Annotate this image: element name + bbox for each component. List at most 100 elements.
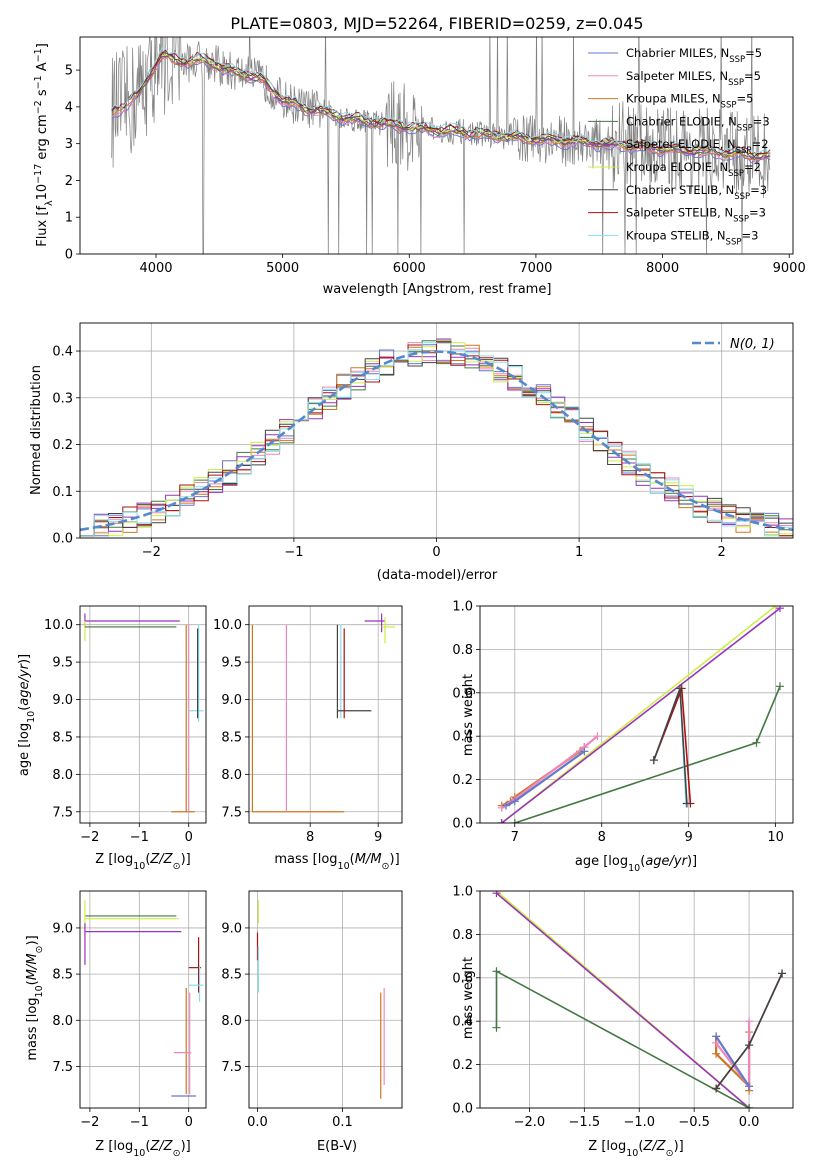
panel-spectrum: 4000 5000 6000 7000 8000 9000 0 1 2 3 4 5: [65, 36, 806, 276]
y-tick-label: 0.3: [52, 391, 73, 406]
x-tick-label: 0: [185, 1115, 193, 1130]
grid: [480, 890, 793, 1109]
weight-line-salpeter_miles: [715, 1021, 751, 1090]
x-tick-label: 8: [306, 830, 314, 845]
x-tick-label: 7000: [519, 261, 552, 276]
grid: [80, 606, 206, 823]
weight-line-salpeter_elodie: [501, 607, 781, 823]
y-tick-label: 8.5: [221, 968, 242, 983]
plot-area: [251, 613, 396, 813]
y-tick-label: 3: [65, 137, 73, 152]
y-tick-label: 0.4: [452, 730, 473, 745]
panel-residuals: −2 −1 0 1 2 0.0 0.1 0.2 0.3 0.4: [52, 322, 794, 560]
y-axis-label-residuals: Normed distribution: [29, 365, 44, 495]
y-tick-label: 0.1: [52, 485, 73, 500]
weight-line-chabrier_elodie: [495, 969, 750, 1108]
y-tick-label: 0.4: [452, 1015, 473, 1030]
x-tick-label: 6000: [393, 261, 426, 276]
y-axis-label-weight-Z: mass weight: [461, 957, 476, 1039]
x-tick-label: −1: [130, 1115, 149, 1130]
x-axis-label-ebv: E(B-V): [317, 1139, 357, 1154]
x-tick-label: 5000: [266, 261, 299, 276]
weight-marker-chabrier_stelib: [682, 799, 691, 808]
model-line-salpeter_miles: [111, 56, 771, 163]
figure-title: PLATE=0803, MJD=52264, FIBERID=0259, z=0…: [230, 14, 643, 33]
normal-curve: [80, 350, 793, 532]
y-tick-label: 10.0: [213, 618, 242, 633]
legend-label-chabrier_miles: Chabrier MILES, NSSP=5: [626, 46, 762, 65]
histogram-salpeter_stelib: [80, 341, 793, 537]
grid: [80, 891, 206, 1108]
x-axis-label-age-vs-Z: Z [log10(Z/Z⊙)]: [95, 852, 190, 872]
y-tick-label: 0.2: [52, 438, 73, 453]
x-axis-label-weight-Z: Z [log10(Z/Z⊙)]: [588, 1139, 683, 1159]
axes-frame: [79, 322, 794, 539]
x-tick-label: 0.1: [332, 1115, 353, 1130]
weight-line-salpeter_elodie: [495, 892, 750, 1108]
x-tick-label: −2: [142, 545, 161, 560]
model-line-kroupa_stelib: [111, 47, 771, 155]
legend-label-salpeter_stelib: Salpeter STELIB, NSSP=3: [626, 206, 766, 225]
y-tick-label: 0.0: [52, 532, 73, 547]
x-axis-label-residuals: (data-model)/error: [377, 568, 498, 583]
legend-label-chabrier_stelib: Chabrier STELIB, NSSP=3: [626, 183, 767, 202]
weight-marker-chabrier_elodie: [775, 682, 784, 691]
x-tick-label: 0.0: [247, 1115, 268, 1130]
y-tick-label: 8.0: [221, 768, 242, 783]
weight-marker-salpeter_elodie: [497, 819, 506, 823]
x-axis-label-age-vs-mass: mass [log10(M/M⊙)]: [274, 852, 399, 872]
axes-frame: [79, 36, 794, 255]
x-tick-label: −1.0: [623, 1115, 655, 1130]
y-tick-label: 0: [65, 248, 73, 263]
x-tick-label: −0.5: [678, 1115, 710, 1130]
x-tick-label: −2: [80, 1115, 99, 1130]
plot-area: [256, 900, 385, 1099]
weight-marker-salpeter_elodie: [775, 606, 784, 613]
legend-label-salpeter_miles: Salpeter MILES, NSSP=5: [626, 69, 761, 88]
plot-area: [492, 891, 787, 1108]
legend-label-normal: N(0, 1): [730, 337, 775, 352]
y-axis-label-spectrum: Flux [fλ10−17 erg cm−2 s−1 A−1]: [33, 43, 55, 247]
axes-frame: [479, 605, 794, 824]
legend-label-kroupa_elodie: Kroupa ELODIE, NSSP=2: [626, 160, 761, 179]
x-tick-label: 10: [767, 830, 784, 845]
y-tick-label: 8.5: [52, 968, 73, 983]
x-tick-label: −2: [80, 830, 99, 845]
weight-marker-chabrier_miles: [510, 797, 519, 806]
legend-label-kroupa_miles: Kroupa MILES, NSSP=5: [626, 92, 753, 111]
weight-marker-chabrier_miles: [580, 747, 589, 756]
plot-area: [84, 900, 204, 1097]
weight-marker-chabrier_miles: [502, 801, 511, 810]
x-tick-label: −1.5: [569, 1115, 601, 1130]
weight-marker-chabrier_stelib: [649, 756, 658, 765]
y-tick-label: 8.5: [52, 730, 73, 745]
y-tick-label: 1: [65, 211, 73, 226]
plot-area: [497, 606, 784, 823]
weight-marker-kroupa_elodie: [771, 606, 780, 610]
weight-marker-chabrier_elodie: [752, 738, 761, 747]
x-axis-label-mass-vs-Z: Z [log10(Z/Z⊙)]: [95, 1139, 190, 1159]
x-tick-label: 2: [718, 545, 726, 560]
axes-frame: [79, 605, 207, 824]
weight-marker-salpeter_elodie: [492, 891, 501, 898]
plot-area: [84, 613, 204, 813]
x-tick-label: 9000: [773, 261, 806, 276]
x-axis-label-spectrum: wavelength [Angstrom, rest frame]: [323, 282, 552, 297]
weight-line-chabrier_miles: [715, 1035, 751, 1087]
x-tick-label: 1: [575, 545, 583, 560]
weight-marker-chabrier_elodie: [492, 1023, 501, 1032]
panel-age_vs_Z: −2 −1 0 7.5 8.0 8.5 9.0 9.5 10.0: [44, 605, 207, 845]
y-tick-label: 0.0: [452, 1102, 473, 1117]
y-tick-label: 0.6: [452, 971, 473, 986]
x-tick-label: 9: [685, 830, 693, 845]
y-tick-label: 0.8: [452, 928, 473, 943]
model-line-chabrier_elodie: [136, 51, 771, 161]
x-tick-label: 0.0: [739, 1115, 760, 1130]
legend-label-chabrier_elodie: Chabrier ELODIE, NSSP=3: [626, 114, 770, 133]
y-tick-label: 0.6: [452, 686, 473, 701]
panel-mass_vs_EBV: 0.0 0.1 7.5 8.0 8.5 9.0: [221, 890, 403, 1130]
weight-marker-chabrier_stelib: [778, 969, 787, 978]
x-tick-label: −1: [284, 545, 303, 560]
grid: [249, 606, 402, 823]
y-axis-label-weight-age: mass weight: [461, 674, 476, 756]
